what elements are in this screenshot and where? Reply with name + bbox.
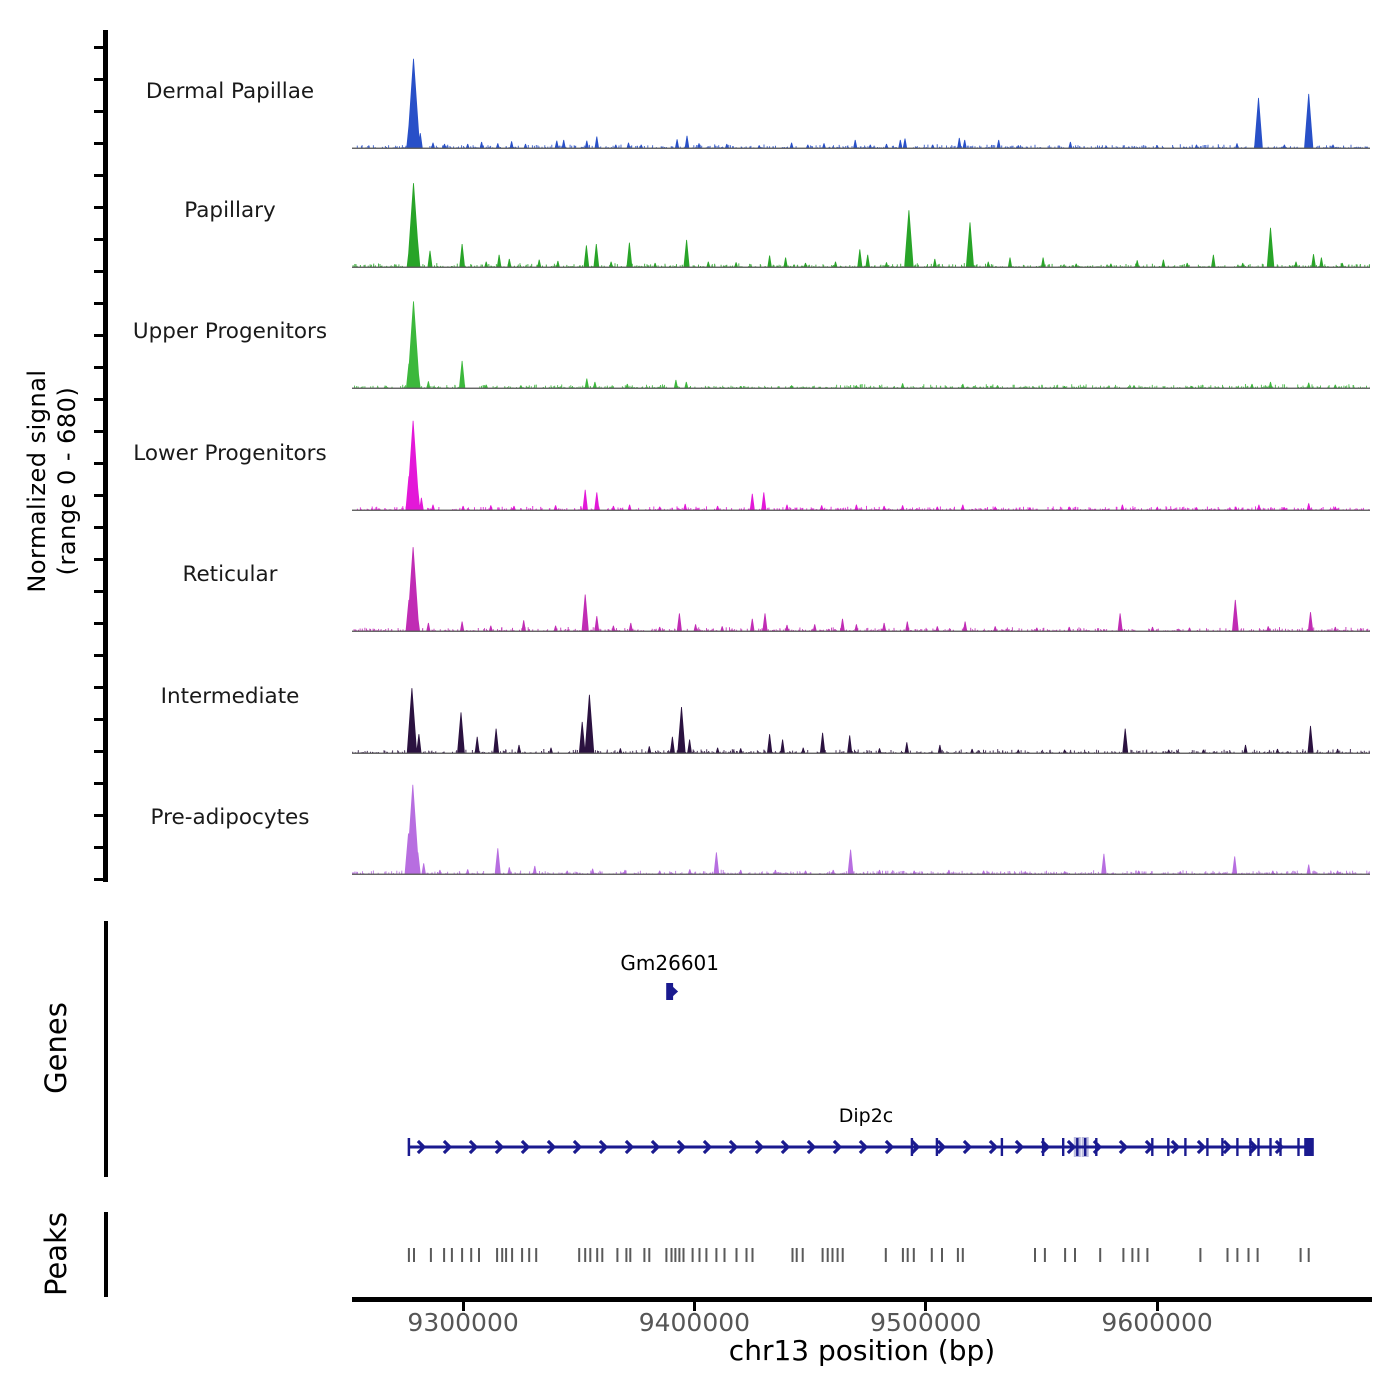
track-label-pre-adipocytes: Pre-adipocytes: [150, 805, 310, 830]
signal-noise-pre-adipocytes: [352, 869, 1370, 874]
signal-axis-tick: [94, 494, 104, 497]
signal-axis-tick: [94, 270, 104, 273]
signal-peaks-papillary: [406, 183, 1345, 267]
signal-axis-tick: [94, 78, 104, 81]
track-label-reticular: Reticular: [182, 562, 278, 587]
signal-peaks-intermediate: [406, 688, 1340, 753]
signal-axis-tick: [94, 142, 104, 145]
x-axis-tick-label: 9300000: [407, 1308, 519, 1337]
gene-label-dip2c: Dip2c: [839, 1105, 894, 1127]
signal-axis-tick: [94, 526, 104, 529]
track-label-lower-progenitors: Lower Progenitors: [133, 441, 327, 466]
signal-axis-tick: [94, 110, 104, 113]
signal-peaks-lower-progenitors: [405, 420, 1338, 510]
signal-track-lower-progenitors: [352, 420, 1370, 511]
gene-body-gm26601: [666, 983, 674, 1000]
x-axis-tick-label: 9600000: [1101, 1308, 1213, 1337]
signal-track-intermediate: [352, 688, 1370, 754]
track-label-upper-progenitors: Upper Progenitors: [132, 319, 328, 344]
x-axis-tick: [461, 1302, 465, 1311]
signal-axis-tick: [94, 846, 104, 849]
signal-peaks-reticular: [405, 547, 1338, 631]
x-axis-tick-label: 9400000: [638, 1308, 751, 1337]
x-axis-line: [352, 1297, 1372, 1302]
signal-axis-tick: [94, 430, 104, 433]
x-axis-tick: [1155, 1302, 1159, 1311]
signal-noise-lower-progenitors: [356, 505, 1370, 510]
y-axis-label-line2: (range 0 - 680): [53, 386, 81, 576]
signal-axis-tick: [94, 334, 104, 337]
genes-axis-spine: [104, 921, 108, 1177]
gene-exon-band-dip2c: [1081, 1137, 1089, 1157]
signal-track-reticular: [352, 547, 1370, 632]
signal-noise-intermediate: [352, 749, 1370, 753]
signal-peaks-upper-progenitors: [406, 301, 1338, 388]
signal-axis-tick: [94, 654, 104, 657]
peaks-track: [407, 1248, 1310, 1262]
signal-track-pre-adipocytes: [352, 784, 1370, 875]
signal-axis-tick: [94, 398, 104, 401]
track-baseline-lower-progenitors: [352, 509, 1370, 511]
signal-axis-tick: [94, 718, 104, 721]
signal-axis-tick: [94, 750, 104, 753]
signal-track-dermal-papillae: [352, 58, 1370, 149]
track-baseline-reticular: [352, 630, 1370, 632]
signal-track-papillary: [352, 183, 1370, 268]
signal-noise-papillary: [352, 263, 1370, 267]
signal-axis-spine: [103, 30, 108, 882]
track-label-papillary: Papillary: [184, 198, 276, 223]
signal-noise-upper-progenitors: [354, 384, 1370, 388]
track-baseline-intermediate: [352, 752, 1370, 754]
gene-exon-band-dip2c: [1073, 1137, 1081, 1157]
signal-axis-tick: [94, 686, 104, 689]
signal-noise-dermal-papillae: [356, 144, 1369, 148]
signal-track-upper-progenitors: [352, 301, 1370, 389]
track-label-intermediate: Intermediate: [160, 684, 300, 709]
track-label-dermal-papillae: Dermal Papillae: [145, 79, 315, 104]
x-axis-tick: [924, 1302, 928, 1311]
signal-axis-tick: [94, 366, 104, 369]
x-axis-tick: [692, 1302, 696, 1311]
signal-axis-tick: [94, 782, 104, 785]
gene-label-gm26601: Gm26601: [620, 951, 719, 975]
signal-axis-tick: [94, 462, 104, 465]
signal-peaks-dermal-papillae: [406, 58, 1335, 149]
y-axis-label-line1: Normalized signal: [23, 369, 51, 593]
signal-axis-tick: [94, 558, 104, 561]
gene-end-box-dip2c: [1305, 1138, 1314, 1156]
signal-peaks-pre-adipocytes: [404, 784, 1340, 874]
signal-axis-tick: [94, 46, 104, 49]
y-axis-label: Normalized signal (range 0 - 680): [22, 369, 82, 592]
track-baseline-upper-progenitors: [352, 387, 1370, 389]
track-baseline-pre-adipocytes: [352, 873, 1370, 875]
genes-track: Gm26601 Dip2c: [407, 951, 1314, 1157]
track-baseline-dermal-papillae: [352, 147, 1370, 149]
signal-axis-tick: [94, 238, 104, 241]
signal-axis-tick: [94, 622, 104, 625]
x-axis-title: chr13 position (bp): [728, 1334, 996, 1367]
peaks-axis-spine: [104, 1212, 108, 1297]
signal-axis-tick: [94, 174, 104, 177]
signal-axis-tick: [94, 590, 104, 593]
track-baseline-papillary: [352, 266, 1370, 268]
gene-arrow-gm26601: [672, 986, 679, 997]
gene-strand-arrows-dip2c: [416, 1139, 1285, 1155]
signal-noise-reticular: [353, 627, 1370, 631]
x-axis-tick-label: 9500000: [870, 1308, 982, 1337]
signal-axis-tick: [94, 302, 104, 305]
signal-axis-tick: [94, 814, 104, 817]
signal-axis-tick: [94, 878, 104, 881]
signal-axis-tick: [94, 206, 104, 209]
